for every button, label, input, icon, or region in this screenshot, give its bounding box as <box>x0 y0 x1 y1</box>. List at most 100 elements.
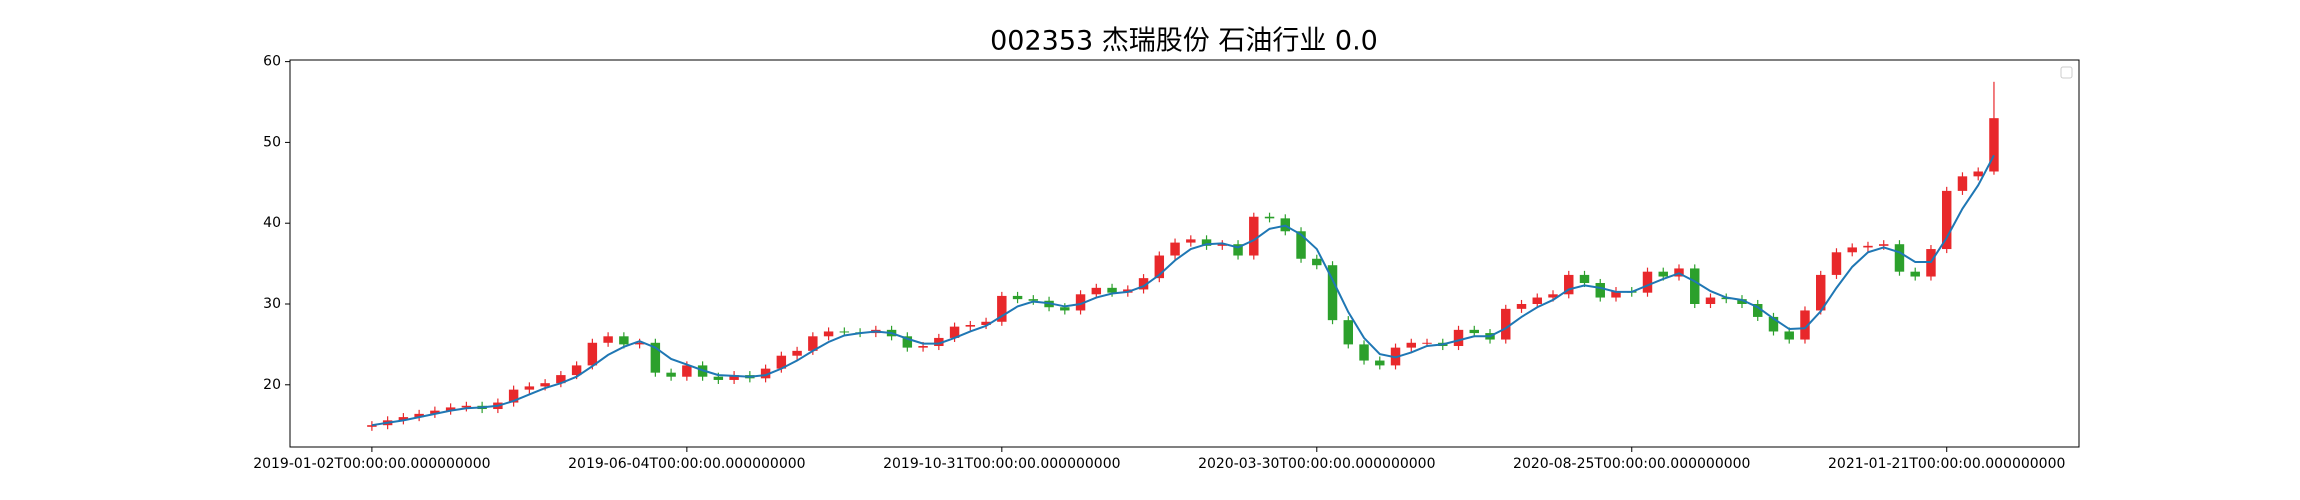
candle-body <box>461 405 472 408</box>
candle-body <box>508 389 519 403</box>
candle-body <box>1816 274 1826 311</box>
candle-body <box>1406 342 1416 348</box>
candle-body <box>556 375 566 384</box>
candle-body <box>682 365 692 377</box>
candle-body <box>666 372 676 377</box>
y-tick-label: 30 <box>263 296 281 312</box>
candle-body <box>650 342 661 373</box>
candle-body <box>445 407 456 411</box>
candle-body <box>587 342 598 366</box>
candle-body <box>1847 247 1857 253</box>
candle-body <box>808 336 818 351</box>
candle-body <box>997 295 1007 322</box>
y-tick-label: 60 <box>263 54 281 70</box>
candle-body <box>1170 242 1180 256</box>
y-tick-label: 20 <box>263 377 281 393</box>
candle-body <box>1233 244 1243 256</box>
candle-body <box>1737 299 1747 304</box>
x-tick-label: 2020-03-30T00:00:00.000000000 <box>1198 456 1435 472</box>
candle-body <box>839 331 850 333</box>
candle-body <box>367 425 377 427</box>
candle-body <box>1327 265 1338 321</box>
candle-body <box>1595 282 1605 298</box>
candle-body <box>540 383 550 387</box>
chart-title: 002353 杰瑞股份 石油行业 0.0 <box>990 26 1378 57</box>
candle-body <box>1957 176 1968 191</box>
x-tick-label: 2020-08-25T00:00:00.000000000 <box>1513 456 1750 472</box>
candle-body <box>1359 344 1369 361</box>
legend <box>2060 66 2073 79</box>
y-tick-label: 40 <box>263 215 281 231</box>
candle-body <box>1579 274 1590 283</box>
candle-body <box>1375 360 1385 366</box>
candle-body <box>902 336 913 348</box>
candle-body <box>1217 244 1228 246</box>
candle-body <box>1264 216 1275 219</box>
candle-body <box>571 365 582 376</box>
candle-body <box>603 336 613 343</box>
candle-body <box>398 417 409 421</box>
x-tick-label: 2019-10-31T00:00:00.000000000 <box>883 456 1120 472</box>
candle-body <box>1989 118 1999 172</box>
candle-body <box>1107 287 1117 293</box>
candle-body <box>949 326 960 338</box>
axes-frame <box>289 59 2080 448</box>
candle-body <box>1753 303 1763 317</box>
candle-body <box>1422 342 1432 344</box>
candle-body <box>1516 303 1527 309</box>
candle-body <box>1658 271 1668 277</box>
candle-body <box>965 325 976 327</box>
candle-body <box>1343 320 1354 345</box>
candle-body <box>1075 294 1086 311</box>
candle-body <box>1201 239 1212 246</box>
candle-body <box>619 336 629 345</box>
candle-body <box>1469 329 1479 334</box>
candle-body <box>776 355 787 369</box>
candle-body <box>1611 291 1621 298</box>
candle-body <box>1564 274 1574 295</box>
y-tick-label: 50 <box>263 134 281 150</box>
candle-body <box>1894 244 1905 272</box>
candle-body <box>1784 331 1794 340</box>
candle-body <box>713 376 724 380</box>
candle-body <box>1642 271 1653 293</box>
candle-body <box>1249 216 1259 256</box>
candle-body <box>1154 255 1165 279</box>
x-tick-label: 2021-01-21T00:00:00.000000000 <box>1828 456 2065 472</box>
candle-body <box>1532 297 1542 304</box>
candle-body <box>524 386 535 390</box>
candle-body <box>729 375 739 380</box>
candle-body <box>1878 244 1889 246</box>
candle-body <box>1800 310 1810 340</box>
candle-body <box>1012 295 1023 300</box>
candle-body <box>981 321 991 326</box>
candle-body <box>918 346 928 348</box>
candle-body <box>823 331 834 337</box>
moving-average-line <box>371 154 1995 427</box>
candle-body <box>1501 308 1511 340</box>
candle-body <box>1296 231 1306 259</box>
candle-body <box>792 350 802 356</box>
candle-body <box>1138 278 1149 290</box>
candle-body <box>1548 294 1558 298</box>
candle-body <box>1863 245 1873 248</box>
candle-body <box>1831 252 1842 275</box>
candle-body <box>1028 299 1039 301</box>
candle-body <box>414 413 424 418</box>
x-tick-label: 2019-06-04T00:00:00.000000000 <box>568 456 805 472</box>
candle-body <box>430 410 440 414</box>
candle-body <box>1690 268 1700 304</box>
candle-body <box>634 342 645 345</box>
candle-body <box>1910 271 1920 277</box>
candle-body <box>934 337 944 347</box>
x-tick-label: 2019-01-02T00:00:00.000000000 <box>253 456 490 472</box>
candle-body <box>1312 258 1322 266</box>
candle-body <box>1453 329 1464 347</box>
candle-body <box>1186 239 1196 243</box>
candle-body <box>1768 316 1779 332</box>
candle-body <box>1973 171 1983 177</box>
candle-body <box>1705 297 1716 304</box>
candle-body <box>1060 307 1070 311</box>
candle-body <box>1941 190 1952 250</box>
